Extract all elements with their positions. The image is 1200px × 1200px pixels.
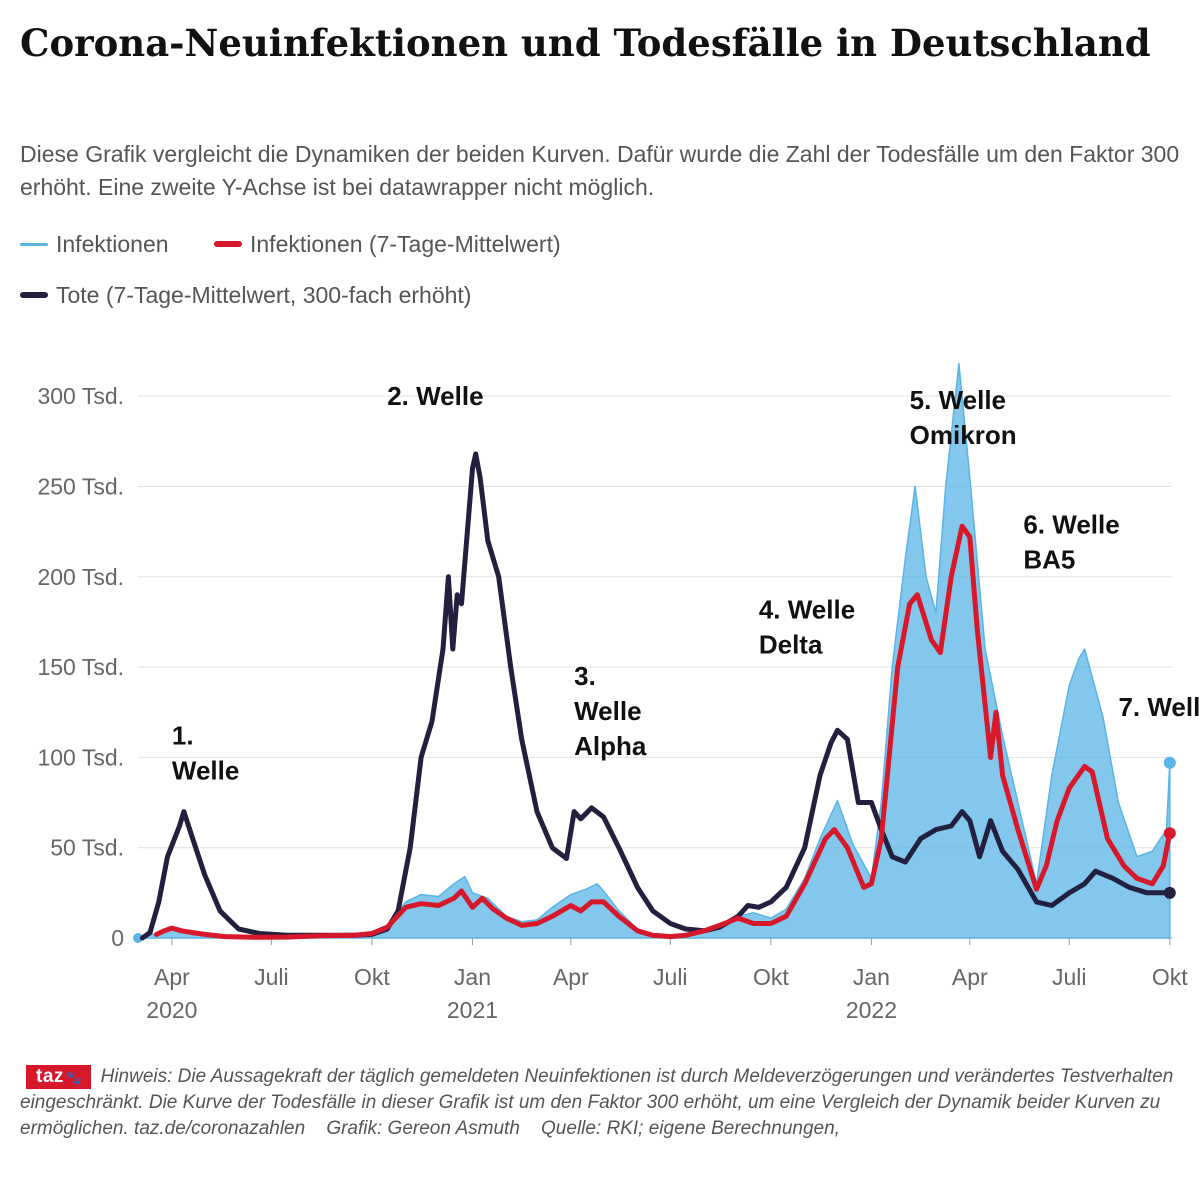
series-infections-avg-endpoint — [1163, 827, 1176, 840]
startpoint-infections-daily — [133, 933, 143, 943]
x-tick-label: Okt — [354, 964, 390, 990]
y-tick-label: 100 Tsd. — [37, 744, 124, 770]
legend-item-infections: Infektionen — [20, 228, 169, 260]
y-tick-label: 0 — [111, 925, 124, 951]
wave-annotation: 7. Welle — [1118, 692, 1200, 722]
y-tick-label: 200 Tsd. — [37, 564, 124, 590]
x-year-label: 2020 — [146, 997, 197, 1023]
y-tick-label: 300 Tsd. — [37, 383, 124, 409]
x-tick-label: Okt — [753, 964, 789, 990]
wave-annotation: 5. Welle — [910, 385, 1006, 415]
legend-label-deaths-avg: Tote (7-Tage-Mittelwert, 300-fach erhöht… — [56, 281, 472, 308]
x-tick-label: Jan — [853, 964, 890, 990]
x-tick-label: Apr — [952, 964, 988, 990]
legend-item-infections-avg: Infektionen (7-Tage-Mittelwert) — [214, 228, 561, 260]
wave-annotation: Omikron — [910, 420, 1017, 450]
paw-icon: 🐾 — [65, 1070, 83, 1085]
annotation-layer: 1. Welle 2. Welle 3. Welle Alpha 4. Welle Delta… — [172, 381, 1200, 786]
series-deaths-avg-endpoint — [1163, 886, 1176, 899]
x-year-label: 2021 — [447, 997, 498, 1023]
x-tick-label: Juli — [653, 964, 688, 990]
legend-swatch-infections — [20, 242, 48, 246]
wave-annotation: BA5 — [1023, 544, 1075, 574]
wave-annotation: Welle — [172, 756, 239, 786]
x-tick-label: Jan — [454, 964, 491, 990]
footer-note: taz 🐾 Hinweis: Die Aussagekraft der täglic… — [20, 1064, 1185, 1142]
y-axis: 0 50 Tsd. 100 Tsd. 150 Tsd. 200 Tsd. 250 Tsd.… — [37, 383, 124, 951]
y-tick-label: 50 Tsd. — [50, 835, 124, 861]
wave-annotation: Delta — [759, 629, 823, 659]
series-deaths-avg — [139, 451, 1173, 941]
legend-swatch-infections-avg — [214, 241, 242, 247]
chart-title: Corona-Neuinfektionen und Todesfälle in … — [20, 21, 1151, 65]
chart-subtitle: Diese Grafik vergleicht die Dynamiken de… — [20, 141, 1180, 200]
footer-credit: Grafik: Gereon Asmuth — [326, 1118, 520, 1139]
endpoint-infections-daily — [1163, 756, 1176, 769]
x-tick-label: Juli — [254, 964, 289, 990]
line-chart: 0 50 Tsd. 100 Tsd. 150 Tsd. 200 Tsd. 250 Tsd.… — [37, 362, 1200, 1023]
wave-annotation: Alpha — [574, 731, 647, 761]
x-tick-label: Juli — [1052, 964, 1087, 990]
taz-logo: taz 🐾 — [26, 1065, 91, 1089]
legend-label-infections-avg: Infektionen (7-Tage-Mittelwert) — [250, 230, 561, 257]
series-layer — [133, 362, 1176, 943]
x-tick-label: Okt — [1152, 964, 1188, 990]
wave-annotation: 6. Welle — [1023, 509, 1119, 539]
legend-label-infections: Infektionen — [56, 230, 169, 257]
x-tick-label: Apr — [154, 964, 190, 990]
wave-annotation: 2. Welle — [387, 381, 483, 411]
wave-annotation: Welle — [574, 696, 641, 726]
x-axis: Apr 2020 Juli Okt Jan 2021 Apr Juli Okt Jan 2022 Ap… — [146, 938, 1188, 1023]
legend-item-deaths-avg: Tote (7-Tage-Mittelwert, 300-fach erhöht… — [20, 279, 471, 311]
wave-annotation: 3. — [574, 661, 596, 691]
wave-annotation: 4. Welle — [759, 594, 855, 624]
footer-source: Quelle: RKI; eigene Berechnungen, — [541, 1118, 840, 1139]
grid-layer — [138, 395, 1172, 939]
x-year-label: 2022 — [846, 997, 897, 1023]
y-tick-label: 250 Tsd. — [37, 473, 124, 499]
footer-hinweis: Hinweis: Die Aussagekraft der täglich ge… — [20, 1066, 1174, 1139]
series-infections-avg — [154, 523, 1173, 940]
taz-logo-text: taz — [36, 1066, 64, 1087]
legend-swatch-deaths-avg — [20, 292, 48, 298]
x-tick-label: Apr — [553, 964, 589, 990]
y-tick-label: 150 Tsd. — [37, 654, 124, 680]
wave-annotation: 1. — [172, 721, 194, 751]
